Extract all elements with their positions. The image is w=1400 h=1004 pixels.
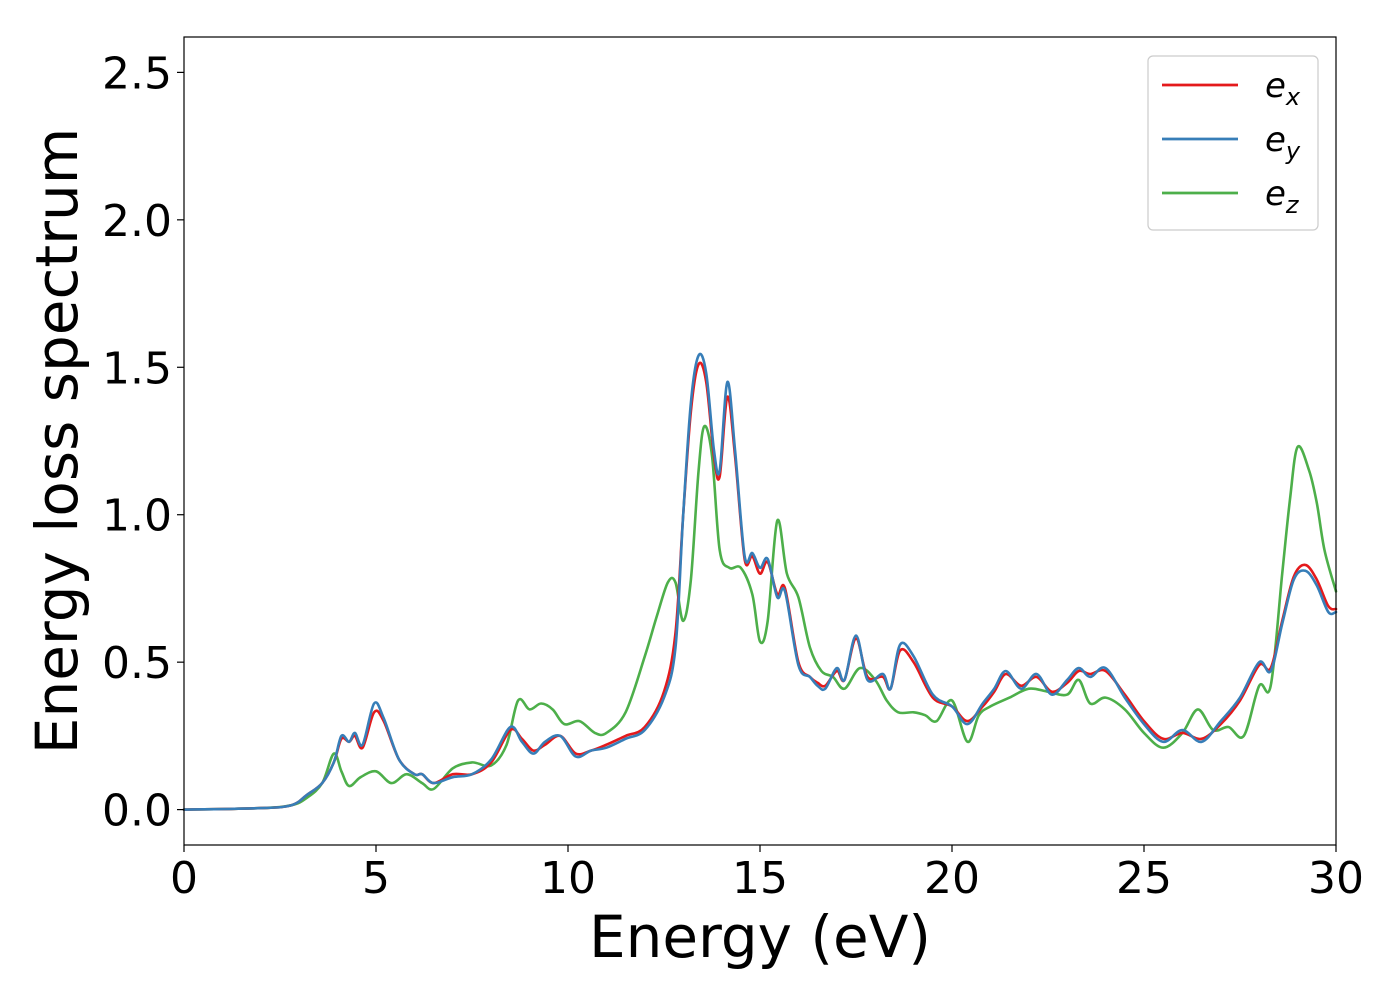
x-tick-label: 10 <box>540 853 596 904</box>
x-tick-label: 5 <box>362 853 390 904</box>
series-line-e-z <box>182 424 1338 811</box>
y-tick-label: 1.5 <box>102 343 172 394</box>
series-line-e-y <box>182 352 1338 811</box>
legend-label-e-y: ey <box>1265 120 1301 165</box>
y-axis-ticks: 0.0 0.5 1.0 1.5 2.0 2.5 <box>102 48 184 837</box>
x-tick-label: 20 <box>924 853 980 904</box>
legend: ex ey ez <box>1147 55 1319 231</box>
x-axis-ticks: 0 5 10 15 20 25 30 <box>170 845 1364 904</box>
y-tick-label: 1.0 <box>102 491 172 542</box>
series-layer <box>182 352 1338 811</box>
y-tick-label: 0.0 <box>102 786 172 837</box>
x-tick-label: 30 <box>1308 853 1364 904</box>
legend-box <box>1147 55 1319 231</box>
y-tick-label: 2.5 <box>102 48 172 99</box>
y-tick-label: 2.0 <box>102 196 172 247</box>
x-axis-label: Energy (eV) <box>589 903 931 971</box>
x-tick-label: 15 <box>732 853 788 904</box>
y-axis-label: Energy loss spectrum <box>23 128 91 754</box>
x-tick-label: 0 <box>170 853 198 904</box>
legend-label-e-x: ex <box>1265 66 1301 111</box>
legend-items: ex ey ez <box>1162 66 1301 219</box>
x-tick-label: 25 <box>1116 853 1172 904</box>
legend-label-e-z: ez <box>1265 174 1300 219</box>
y-tick-label: 0.5 <box>102 638 172 689</box>
